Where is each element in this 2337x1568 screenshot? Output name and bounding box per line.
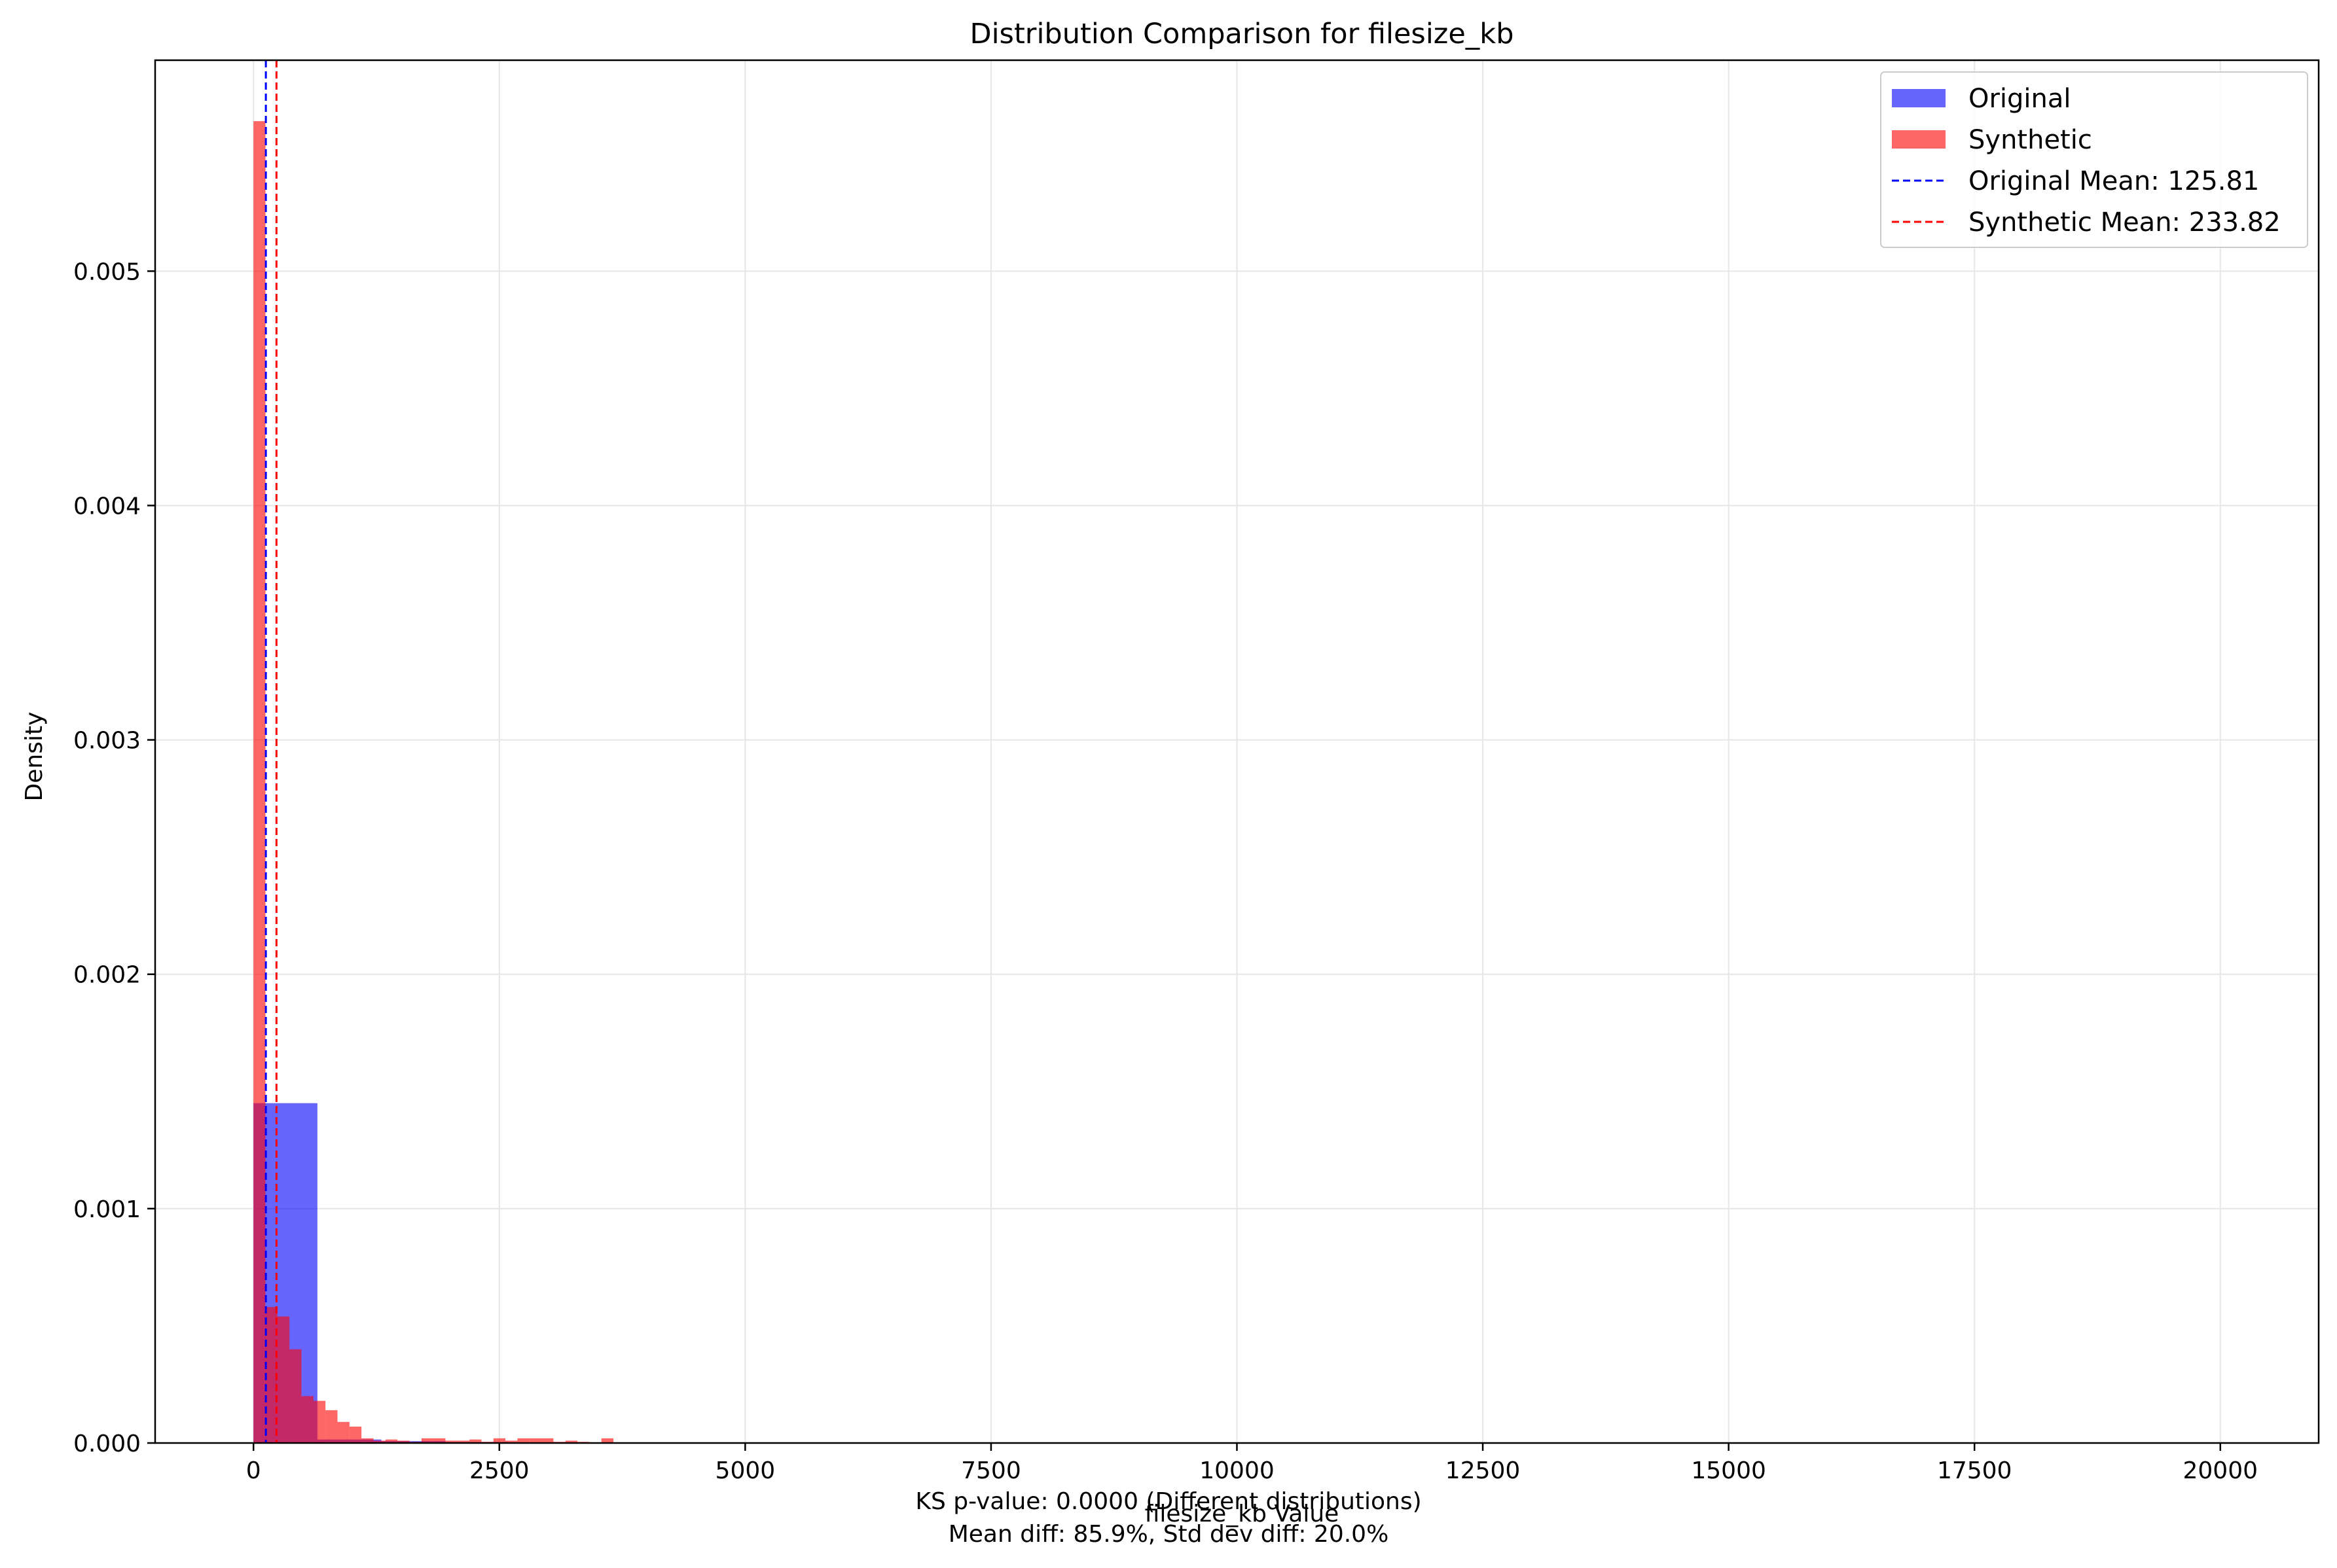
- legend-label: Synthetic: [1968, 125, 2092, 155]
- histogram-bar: [541, 1438, 554, 1443]
- mean-lines: [264, 60, 278, 1443]
- histogram-bar: [517, 1438, 530, 1443]
- histogram-bar: [433, 1438, 446, 1443]
- histogram-bar: [529, 1438, 542, 1443]
- x-tick-label: 15000: [1691, 1457, 1766, 1484]
- y-tick-label: 0.000: [73, 1431, 141, 1457]
- chart-title: Distribution Comparison for filesize_kb: [969, 18, 1513, 50]
- x-tick-label: 10000: [1199, 1457, 1275, 1484]
- x-tick-label: 0: [246, 1457, 261, 1484]
- ks-pvalue-note: KS p-value: 0.0000 (Different distributi…: [915, 1488, 1421, 1515]
- y-axis-label: Density: [21, 712, 48, 802]
- x-axis-label: filesize_kb Value: [1145, 1501, 1339, 1527]
- x-tick-label: 17500: [1937, 1457, 2012, 1484]
- x-axis-ticks: 0 2500 5000 7500 10000 12500 15000 17500 20000: [246, 1443, 2258, 1484]
- y-tick-label: 0.003: [73, 728, 141, 755]
- histogram-bar: [421, 1438, 434, 1443]
- histogram-bar: [373, 1440, 386, 1443]
- y-tick-label: 0.004: [73, 493, 141, 520]
- histogram-bar: [265, 1307, 278, 1443]
- histogram-bar: [289, 1349, 302, 1443]
- legend-label: Original Mean: 125.81: [1968, 166, 2259, 196]
- histogram-bar: [361, 1438, 374, 1443]
- x-tick-label: 5000: [716, 1457, 776, 1484]
- histogram-bar: [349, 1426, 362, 1443]
- series-synthetic: [253, 121, 614, 1444]
- histogram-bar: [493, 1438, 506, 1443]
- x-tick-label: 20000: [2183, 1457, 2258, 1484]
- histogram-bar: [277, 1316, 290, 1443]
- histogram-bar: [397, 1440, 410, 1443]
- histogram-bar: [457, 1440, 470, 1443]
- legend-box: [1880, 71, 2308, 248]
- histogram-bar: [565, 1440, 578, 1443]
- histogram-bar: [253, 121, 266, 1444]
- y-tick-label: 0.002: [73, 962, 141, 989]
- histogram-bar: [469, 1439, 482, 1443]
- histogram-bars: [253, 121, 614, 1444]
- histogram-bar: [601, 1438, 614, 1443]
- legend-swatch: [1892, 89, 1946, 107]
- legend-swatch: [1892, 130, 1946, 149]
- legend: Original Synthetic Original Mean: 125.81 Sy…: [1880, 71, 2308, 248]
- histogram-bar: [445, 1440, 458, 1443]
- histogram-bar: [313, 1400, 326, 1443]
- diff-summary-note: Mean diff: 85.9%, Std dev diff: 20.0%: [949, 1521, 1389, 1548]
- histogram-bar: [325, 1410, 338, 1443]
- x-tick-label: 2500: [469, 1457, 530, 1484]
- histogram-bar: [505, 1440, 518, 1443]
- histogram-bar: [385, 1439, 398, 1443]
- x-tick-label: 7500: [961, 1457, 1021, 1484]
- x-tick-label: 12500: [1445, 1457, 1521, 1484]
- legend-label: Synthetic Mean: 233.82: [1968, 207, 2281, 238]
- legend-label: Original: [1968, 84, 2071, 114]
- histogram-bar: [301, 1396, 314, 1443]
- histogram-bar: [337, 1421, 350, 1443]
- y-tick-label: 0.001: [73, 1196, 141, 1223]
- y-tick-label: 0.005: [73, 258, 141, 285]
- y-axis-ticks: 0.000 0.001 0.002 0.003 0.004 0.005: [73, 258, 155, 1457]
